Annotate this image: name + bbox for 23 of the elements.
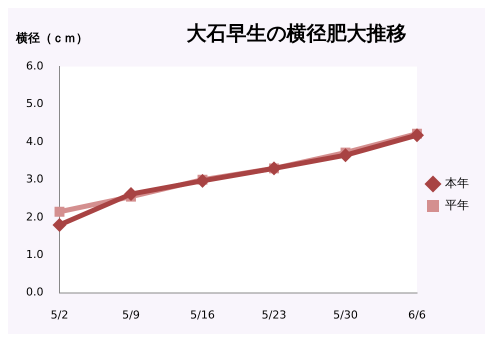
point [195,174,210,188]
point [54,206,64,217]
x-tick-label: 5/16 [190,308,215,322]
x-tick-label: 6/6 [408,308,426,322]
y-tick-label: 5.0 [26,97,44,110]
y-tick-label: 1.0 [26,248,44,261]
x-tick-label: 5/2 [50,308,68,322]
chart-title: 大石早生の横径肥大推移 [186,20,408,47]
point [52,218,66,232]
x-tick-label: 5/30 [333,308,358,322]
y-tick-label: 4.0 [26,134,44,148]
y-tick-label: 2.0 [26,210,44,224]
legend-label: 平年 [445,198,469,212]
y-tick-label: 6.0 [26,59,44,72]
point [338,148,352,162]
point [124,187,138,202]
y-tick-label: 3.0 [26,172,44,186]
y-axis-title: 横径（ｃｍ） [16,30,88,47]
x-tick-label: 5/23 [262,308,286,322]
y-tick-label: 0.0 [26,286,44,299]
point [410,128,424,142]
x-tick-label: 5/9 [122,308,140,322]
legend-label: 本年 [445,176,469,190]
